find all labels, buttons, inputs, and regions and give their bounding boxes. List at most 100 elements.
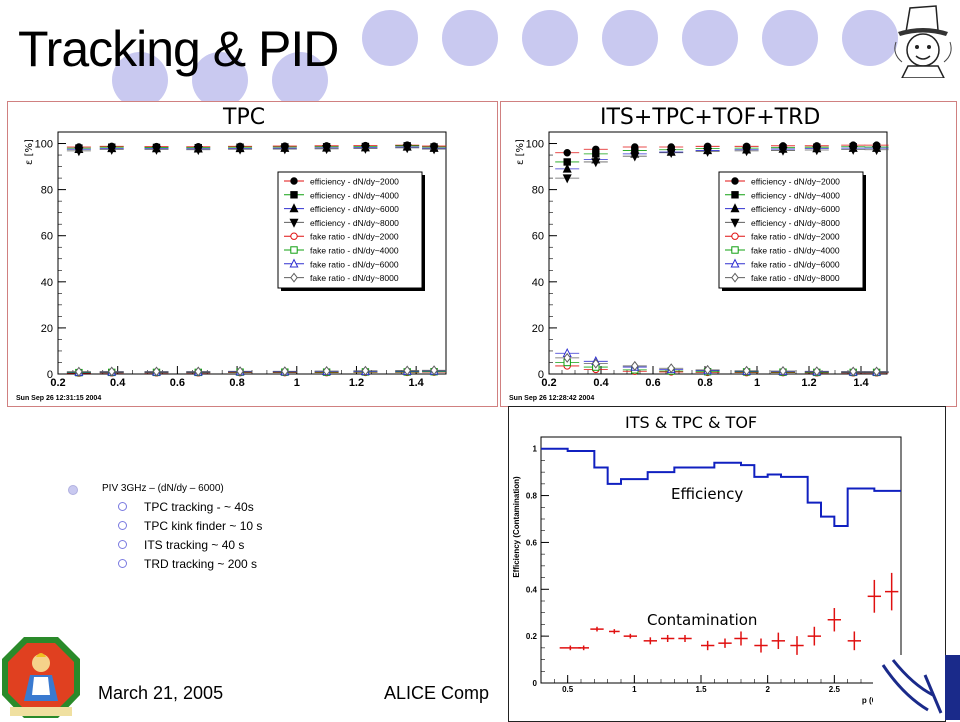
x-tick-label: 0.4 (110, 377, 126, 389)
data-point (290, 177, 298, 185)
y-tick-label: 60 (41, 231, 53, 243)
y-tick-label: 0.8 (526, 492, 538, 501)
y-tick-label: 0.4 (526, 585, 538, 594)
contamination-point (807, 626, 821, 646)
efficiency-line (541, 447, 901, 528)
contamination-point (754, 638, 768, 653)
sub-bullet-text: TRD tracking ~ 200 s (144, 557, 258, 571)
deco-circle (842, 10, 898, 66)
panel-title-full: ITS+TPC+TOF+TRD (600, 105, 821, 130)
data-point (289, 203, 299, 213)
data-point (360, 144, 370, 154)
x-tick-label: 0.4 (593, 377, 609, 389)
legend-box (718, 171, 864, 289)
contamination-point (867, 579, 881, 613)
data-point (290, 191, 298, 199)
y-axis-label: ε [%] (24, 139, 35, 165)
deco-circle (272, 52, 328, 108)
y-axis-label: Efficiency (Contamination) (512, 476, 521, 578)
data-point (290, 272, 298, 283)
sub-bullet: TPC kink finder ~ 10 s (68, 517, 262, 536)
data-point (151, 145, 162, 155)
legend-label: efficiency - dN/dy~2000 (751, 177, 840, 187)
y-tick-label: 100 (526, 139, 544, 151)
contamination-point (847, 631, 861, 651)
data-point (562, 174, 572, 184)
contamination-point (678, 634, 692, 642)
data-point (730, 258, 740, 268)
legend-label: efficiency - dN/dy~4000 (751, 190, 840, 200)
data-point (703, 147, 713, 157)
data-point (429, 145, 439, 155)
sub-bullet-text: TPC tracking - ~ 40s (144, 500, 254, 514)
contamination-point (643, 637, 657, 645)
bullet-main-text: PIV 3GHz – (dN/dy – 6000) (102, 483, 224, 494)
bullet-dot-icon (68, 485, 78, 495)
contamination-point (827, 608, 841, 632)
legend-shadow (722, 288, 866, 291)
data-point (290, 232, 298, 240)
efficiency-annotation: Efficiency (671, 485, 744, 503)
data-point (75, 366, 83, 377)
chart-legend: efficiency - dN/dy~2000 efficiency - dN/d… (277, 171, 425, 291)
tpc-efficiency-chart: 0 20 40 60 80 100 0.2 0.4 0.6 0.8 1 1.2 1.4 ε [%] effi… (16, 131, 447, 402)
x-tick-label: 0.2 (541, 377, 556, 389)
y-tick-label: 0 (538, 369, 544, 381)
data-point (872, 366, 881, 377)
panel-title-bottom: ITS & TPC & TOF (625, 413, 758, 432)
sub-bullet: ITS tracking ~ 40 s (68, 536, 262, 555)
contamination-series (559, 572, 899, 655)
contamination-point (790, 636, 804, 655)
timestamp: Sun Sep 26 12:28:42 2004 (509, 395, 594, 402)
data-point (107, 145, 117, 155)
x-tick-label: 1.2 (801, 377, 816, 389)
data-point (731, 191, 739, 199)
x-tick-label: 1 (294, 377, 300, 389)
data-point (591, 158, 601, 168)
full-tracking-efficiency-chart: 0 20 40 60 80 100 0.2 0.4 0.6 0.8 1 1.2 1.4 ε [%] effi… (509, 131, 889, 402)
x-tick-label: 1 (632, 685, 637, 694)
data-point (630, 152, 640, 162)
bullet-ring-icon (118, 559, 127, 568)
data-point (107, 366, 116, 377)
contamination-point (885, 572, 899, 611)
x-tick-label: 0.2 (50, 377, 65, 389)
y-tick-label: 20 (532, 323, 544, 335)
data-point (742, 147, 752, 157)
contamination-point (661, 634, 675, 642)
data-point (563, 149, 571, 157)
data-point (742, 365, 751, 376)
data-point (403, 365, 412, 376)
data-point (667, 363, 676, 374)
y-tick-label: 40 (532, 277, 544, 289)
sub-bullet: TPC tracking - ~ 40s (68, 498, 262, 517)
x-tick-label: 1.5 (695, 685, 707, 694)
x-tick-label: 1 (754, 377, 760, 389)
legend-label: fake ratio - dN/dy~4000 (751, 246, 840, 256)
data-point (778, 146, 788, 156)
contamination-point (609, 629, 620, 634)
data-point (812, 366, 821, 377)
conference-logo (873, 655, 960, 720)
y-tick-label: 100 (35, 139, 53, 151)
series-group (555, 145, 889, 184)
legend-label: efficiency - dN/dy~8000 (310, 218, 399, 228)
sub-bullet-text: ITS tracking ~ 40 s (144, 538, 245, 552)
data-point (666, 149, 676, 159)
x-tick-label: 1.4 (853, 377, 869, 389)
contamination-point (590, 626, 604, 632)
y-tick-label: 80 (532, 185, 544, 197)
footer-text: ALICE Comp (384, 683, 490, 703)
contamination-point (701, 640, 715, 651)
y-axis-label: ε [%] (515, 139, 526, 165)
chart-legend: efficiency - dN/dy~2000 efficiency - dN/d… (718, 171, 866, 291)
legend-shadow (422, 175, 425, 291)
data-point (563, 352, 572, 363)
contamination-point (623, 633, 637, 639)
data-point (193, 146, 203, 156)
legend-label: efficiency - dN/dy~2000 (310, 177, 399, 187)
data-point (290, 246, 298, 254)
legend-label: efficiency - dN/dy~8000 (751, 218, 840, 228)
contamination-annotation: Contamination (647, 611, 758, 629)
bullet-ring-icon (118, 540, 127, 549)
